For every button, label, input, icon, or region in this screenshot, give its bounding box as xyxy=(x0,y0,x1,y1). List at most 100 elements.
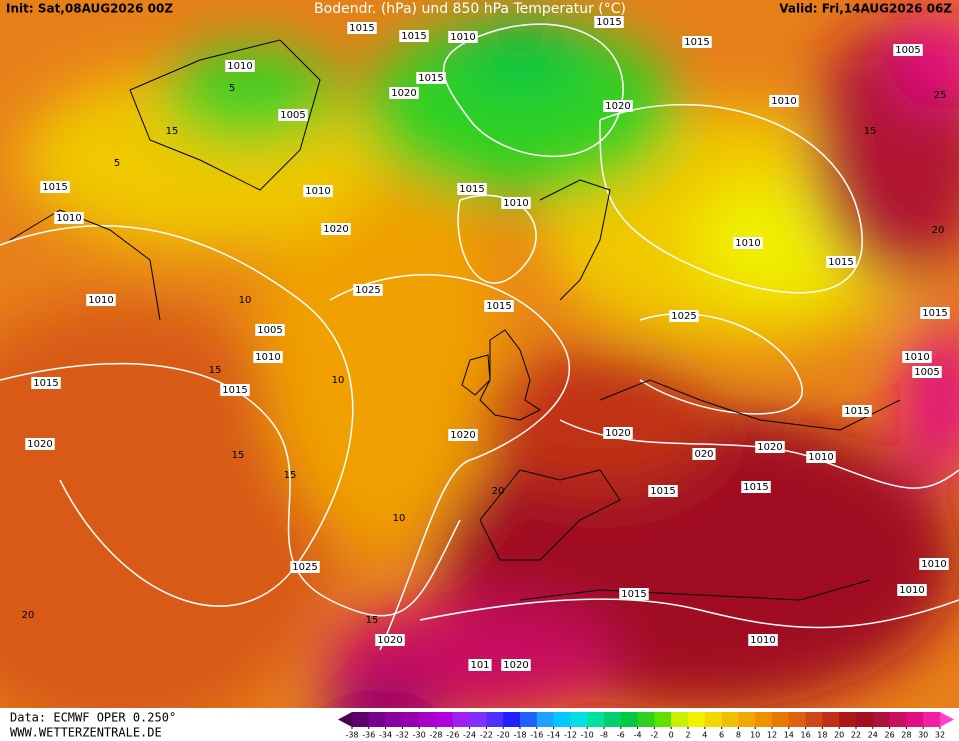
isobar-value: 1015 xyxy=(922,308,947,319)
isobar xyxy=(599,103,863,294)
isobar xyxy=(419,598,959,629)
isobar-label: 1015 xyxy=(920,307,950,319)
isobar-value: 1015 xyxy=(486,301,511,312)
legend-swatch xyxy=(637,712,655,727)
legend-swatch xyxy=(570,712,588,727)
legend-swatch xyxy=(856,712,874,727)
isobar-label: 1015 xyxy=(594,16,624,28)
legend-tick-label: -26 xyxy=(446,731,459,740)
contour-label: 20 xyxy=(932,225,945,236)
isobar-label: 1020 xyxy=(375,634,405,646)
legend-swatch xyxy=(671,712,689,727)
isobar-label-bg xyxy=(253,351,283,363)
legend-tick-label: -18 xyxy=(513,731,526,740)
contour-label: 10 xyxy=(393,513,406,524)
isobar-value: 1015 xyxy=(596,17,621,28)
isobar-label-bg xyxy=(484,300,514,312)
legend-tick-label: -6 xyxy=(617,731,625,740)
isobar-value: 1010 xyxy=(227,61,252,72)
isobar-label-bg xyxy=(399,30,429,42)
isobar-label-bg xyxy=(255,324,285,336)
isobar-label-bg xyxy=(826,256,856,268)
legend-tick-label: 30 xyxy=(918,731,928,740)
legend-swatch xyxy=(436,712,454,727)
isobar-label: 1015 xyxy=(648,485,678,497)
legend-tick-label: -28 xyxy=(429,731,442,740)
legend-swatch xyxy=(419,712,437,727)
isobar-label-bg xyxy=(321,223,351,235)
isobar-label: 1005 xyxy=(893,44,923,56)
contour-label: 10 xyxy=(332,375,345,386)
coastline xyxy=(599,379,901,431)
legend-tick-label: 10 xyxy=(750,731,760,740)
init-time: Init: Sat,08AUG2026 00Z xyxy=(6,2,173,16)
legend-tick-label: -10 xyxy=(581,731,594,740)
legend-swatch xyxy=(469,712,487,727)
isobar-value: 1010 xyxy=(735,238,760,249)
contour-label: 15 xyxy=(232,450,245,461)
isobar-label-bg xyxy=(416,72,446,84)
isobar-value: 1015 xyxy=(42,182,67,193)
isobar-label: 1015 xyxy=(842,405,872,417)
isobar-value: 1010 xyxy=(750,635,775,646)
contour-label: 15 xyxy=(284,470,297,481)
isobar-label-bg xyxy=(769,95,799,107)
isobar-label-bg xyxy=(603,100,633,112)
isobar-label: 1015 xyxy=(457,183,487,195)
isobar-label-bg xyxy=(619,588,649,600)
isobar-label: 1015 xyxy=(40,181,70,193)
legend-swatch xyxy=(889,712,907,727)
legend-tick-label: 16 xyxy=(801,731,811,740)
isobar-label-bg xyxy=(741,481,771,493)
legend-tick-label: 32 xyxy=(935,731,945,740)
isobar-label: 1025 xyxy=(353,284,383,296)
isobar-label-bg xyxy=(897,584,927,596)
isobar-label-bg xyxy=(648,485,678,497)
isobar-label: 1015 xyxy=(31,377,61,389)
legend-tick-label: -20 xyxy=(497,731,510,740)
isobar-label: 1015 xyxy=(416,72,446,84)
legend-tick-label: 20 xyxy=(834,731,844,740)
isobar-label: 1020 xyxy=(603,100,633,112)
coastline xyxy=(479,469,621,561)
legend-tick-label: -12 xyxy=(564,731,577,740)
contour-label: 15 xyxy=(209,365,222,376)
coastlines xyxy=(9,39,901,601)
isobar-value: 1020 xyxy=(503,660,528,671)
isobar-value: 1020 xyxy=(605,428,630,439)
contour-label: 20 xyxy=(22,610,35,621)
isobar-value: 1015 xyxy=(844,406,869,417)
isobar-label: 1010 xyxy=(448,31,478,43)
isobar-label: 1005 xyxy=(278,109,308,121)
isobar xyxy=(442,23,624,158)
isobar-label-bg xyxy=(919,558,949,570)
isobar-value: 1015 xyxy=(650,486,675,497)
isobar xyxy=(639,313,803,415)
legend-swatch xyxy=(486,712,504,727)
isobar-value: 1010 xyxy=(88,295,113,306)
isobars xyxy=(0,23,959,651)
color-legend: -38 -36 -34 -32 -30 -28 -26 -24 -22 -20 -18 -16 -14-… xyxy=(338,712,954,740)
isobar-label-bg xyxy=(54,212,84,224)
legend-swatch xyxy=(805,712,823,727)
isobar-label: 1010 xyxy=(733,237,763,249)
legend-tick-label: 14 xyxy=(784,731,794,740)
legend-tick-label: 22 xyxy=(851,731,861,740)
legend-tick-label: 26 xyxy=(885,731,895,740)
legend-tick-label: -2 xyxy=(650,731,658,740)
isobar-label-bg xyxy=(669,310,699,322)
coastline xyxy=(519,579,871,601)
isobar-label: 1015 xyxy=(484,300,514,312)
isobar-value: 1015 xyxy=(418,73,443,84)
isobar-label: 1015 xyxy=(220,384,250,396)
isobar-value: 1020 xyxy=(605,101,630,112)
isobar-label: 1010 xyxy=(902,351,932,363)
isobar-label: 1010 xyxy=(225,60,255,72)
legend-tick-label: 28 xyxy=(901,731,911,740)
coastline xyxy=(9,209,161,321)
isobar-label: 1015 xyxy=(741,481,771,493)
isobar-value: 1015 xyxy=(684,37,709,48)
isobar-value: 1010 xyxy=(255,352,280,363)
isobar-label-bg xyxy=(920,307,950,319)
